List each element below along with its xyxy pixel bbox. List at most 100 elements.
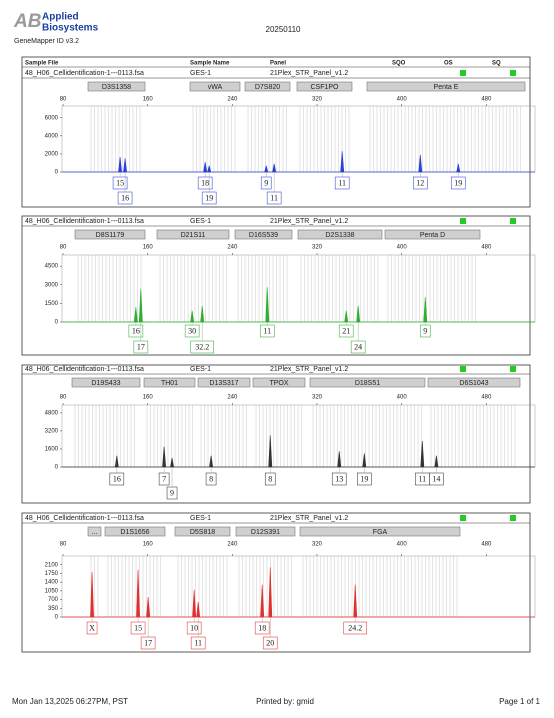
y-tick-label: 0 (55, 320, 59, 326)
y-tick-label: 1400 (45, 580, 59, 586)
marker-box (189, 81, 241, 92)
logo-mark: AB (13, 11, 42, 32)
x-tick-label: 160 (143, 97, 154, 103)
allele-label: 10 (190, 623, 198, 632)
y-tick-label: 0 (55, 615, 59, 621)
column-header: OS (444, 61, 453, 67)
allele-label: 16 (113, 474, 121, 483)
y-tick-label: 700 (48, 597, 59, 603)
marker-box (71, 377, 141, 388)
marker-name: D7S820 (255, 84, 280, 91)
allele-label: 12 (416, 178, 424, 187)
allele-label: 16 (132, 326, 140, 335)
y-tick-label: 3200 (45, 429, 59, 435)
y-tick-label: 1750 (45, 571, 59, 577)
brand-line: Biosystems (42, 23, 99, 34)
marker-name: D18S51 (355, 380, 380, 387)
allele-label: 11 (194, 638, 202, 647)
sample-file: 48_H06_Cellidentification-1---0113.fsa (25, 515, 144, 522)
panel-frame (21, 512, 531, 653)
marker-box (74, 229, 146, 240)
x-tick-label: 80 (60, 245, 67, 251)
allele-label: 15 (134, 623, 142, 632)
marker-name: D16S539 (249, 232, 278, 239)
allele-label: 9 (170, 488, 174, 497)
sample-name: GES-1 (190, 218, 211, 225)
x-tick-label: 80 (60, 97, 67, 103)
marker-box (197, 377, 251, 388)
marker-name: D5S818 (190, 529, 215, 536)
os-flag (460, 218, 466, 224)
sq-flag (510, 70, 516, 76)
x-tick-label: 160 (143, 395, 154, 401)
x-tick-label: 480 (481, 542, 492, 548)
marker-box (87, 81, 146, 92)
marker-name: D2S1338 (325, 232, 354, 239)
x-tick-label: 320 (312, 245, 323, 251)
os-flag (460, 70, 466, 76)
allele-label: 19 (454, 178, 462, 187)
x-tick-label: 400 (397, 245, 408, 251)
marker-name: Penta D (420, 232, 445, 239)
y-tick-label: 3000 (45, 282, 59, 288)
sample-name: GES-1 (190, 366, 211, 373)
y-tick-label: 2100 (45, 562, 59, 568)
marker-box (174, 526, 231, 537)
x-tick-label: 400 (397, 542, 408, 548)
sample-file: 48_H06_Cellidentification-1---0113.fsa (25, 218, 144, 225)
sample-file: 48_H06_Cellidentification-1---0113.fsa (25, 366, 144, 373)
marker-name: D21S11 (181, 232, 206, 239)
marker-name: vWA (208, 84, 223, 91)
y-tick-label: 0 (55, 465, 59, 471)
column-header: SQ (492, 61, 501, 67)
column-header: SQO (392, 61, 406, 67)
allele-label: 32.2 (195, 342, 209, 351)
panel-name: 21Plex_STR_Panel_v1.2 (270, 515, 348, 522)
panel-name: 21Plex_STR_Panel_v1.2 (270, 70, 348, 77)
allele-label: 18 (201, 178, 209, 187)
marker-name: D1S1656 (120, 529, 149, 536)
report-date: 20250110 (266, 25, 302, 34)
marker-box (143, 377, 196, 388)
y-tick-label: 2000 (45, 151, 59, 157)
allele-label: 30 (188, 326, 196, 335)
marker-box (384, 229, 481, 240)
y-tick-label: 0 (55, 170, 59, 176)
sq-flag (510, 366, 516, 372)
allele-label: 9 (423, 326, 427, 335)
x-tick-label: 480 (481, 395, 492, 401)
allele-label: 21 (342, 326, 350, 335)
marker-name: ... (92, 529, 98, 536)
marker-box (297, 229, 383, 240)
marker-box (366, 81, 526, 92)
marker-name: D6S1043 (459, 380, 488, 387)
marker-name: TPOX (269, 380, 288, 387)
x-tick-label: 400 (397, 395, 408, 401)
y-tick-label: 1500 (45, 301, 59, 307)
y-tick-label: 4800 (45, 410, 59, 416)
marker-name: D13S317 (209, 380, 238, 387)
x-tick-label: 320 (312, 97, 323, 103)
allele-label: 24 (354, 342, 362, 351)
marker-name: CSF1PO (310, 84, 339, 91)
x-tick-label: 480 (481, 245, 492, 251)
y-tick-label: 6000 (45, 115, 59, 121)
y-tick-label: 4000 (45, 133, 59, 139)
x-tick-label: 320 (312, 395, 323, 401)
marker-box (252, 377, 306, 388)
os-flag (460, 515, 466, 521)
allele-label: 8 (268, 474, 272, 483)
marker-box (309, 377, 426, 388)
allele-label: 9 (264, 178, 268, 187)
marker-box (299, 526, 461, 537)
marker-name: D8S1179 (96, 232, 125, 239)
sq-flag (510, 218, 516, 224)
panel-name: 21Plex_STR_Panel_v1.2 (270, 218, 348, 225)
sample-name: GES-1 (190, 70, 211, 77)
allele-label: 11 (270, 193, 278, 202)
allele-label: 18 (258, 623, 266, 632)
marker-box (87, 526, 102, 537)
x-tick-label: 240 (227, 97, 238, 103)
panel-name: 21Plex_STR_Panel_v1.2 (270, 366, 348, 373)
